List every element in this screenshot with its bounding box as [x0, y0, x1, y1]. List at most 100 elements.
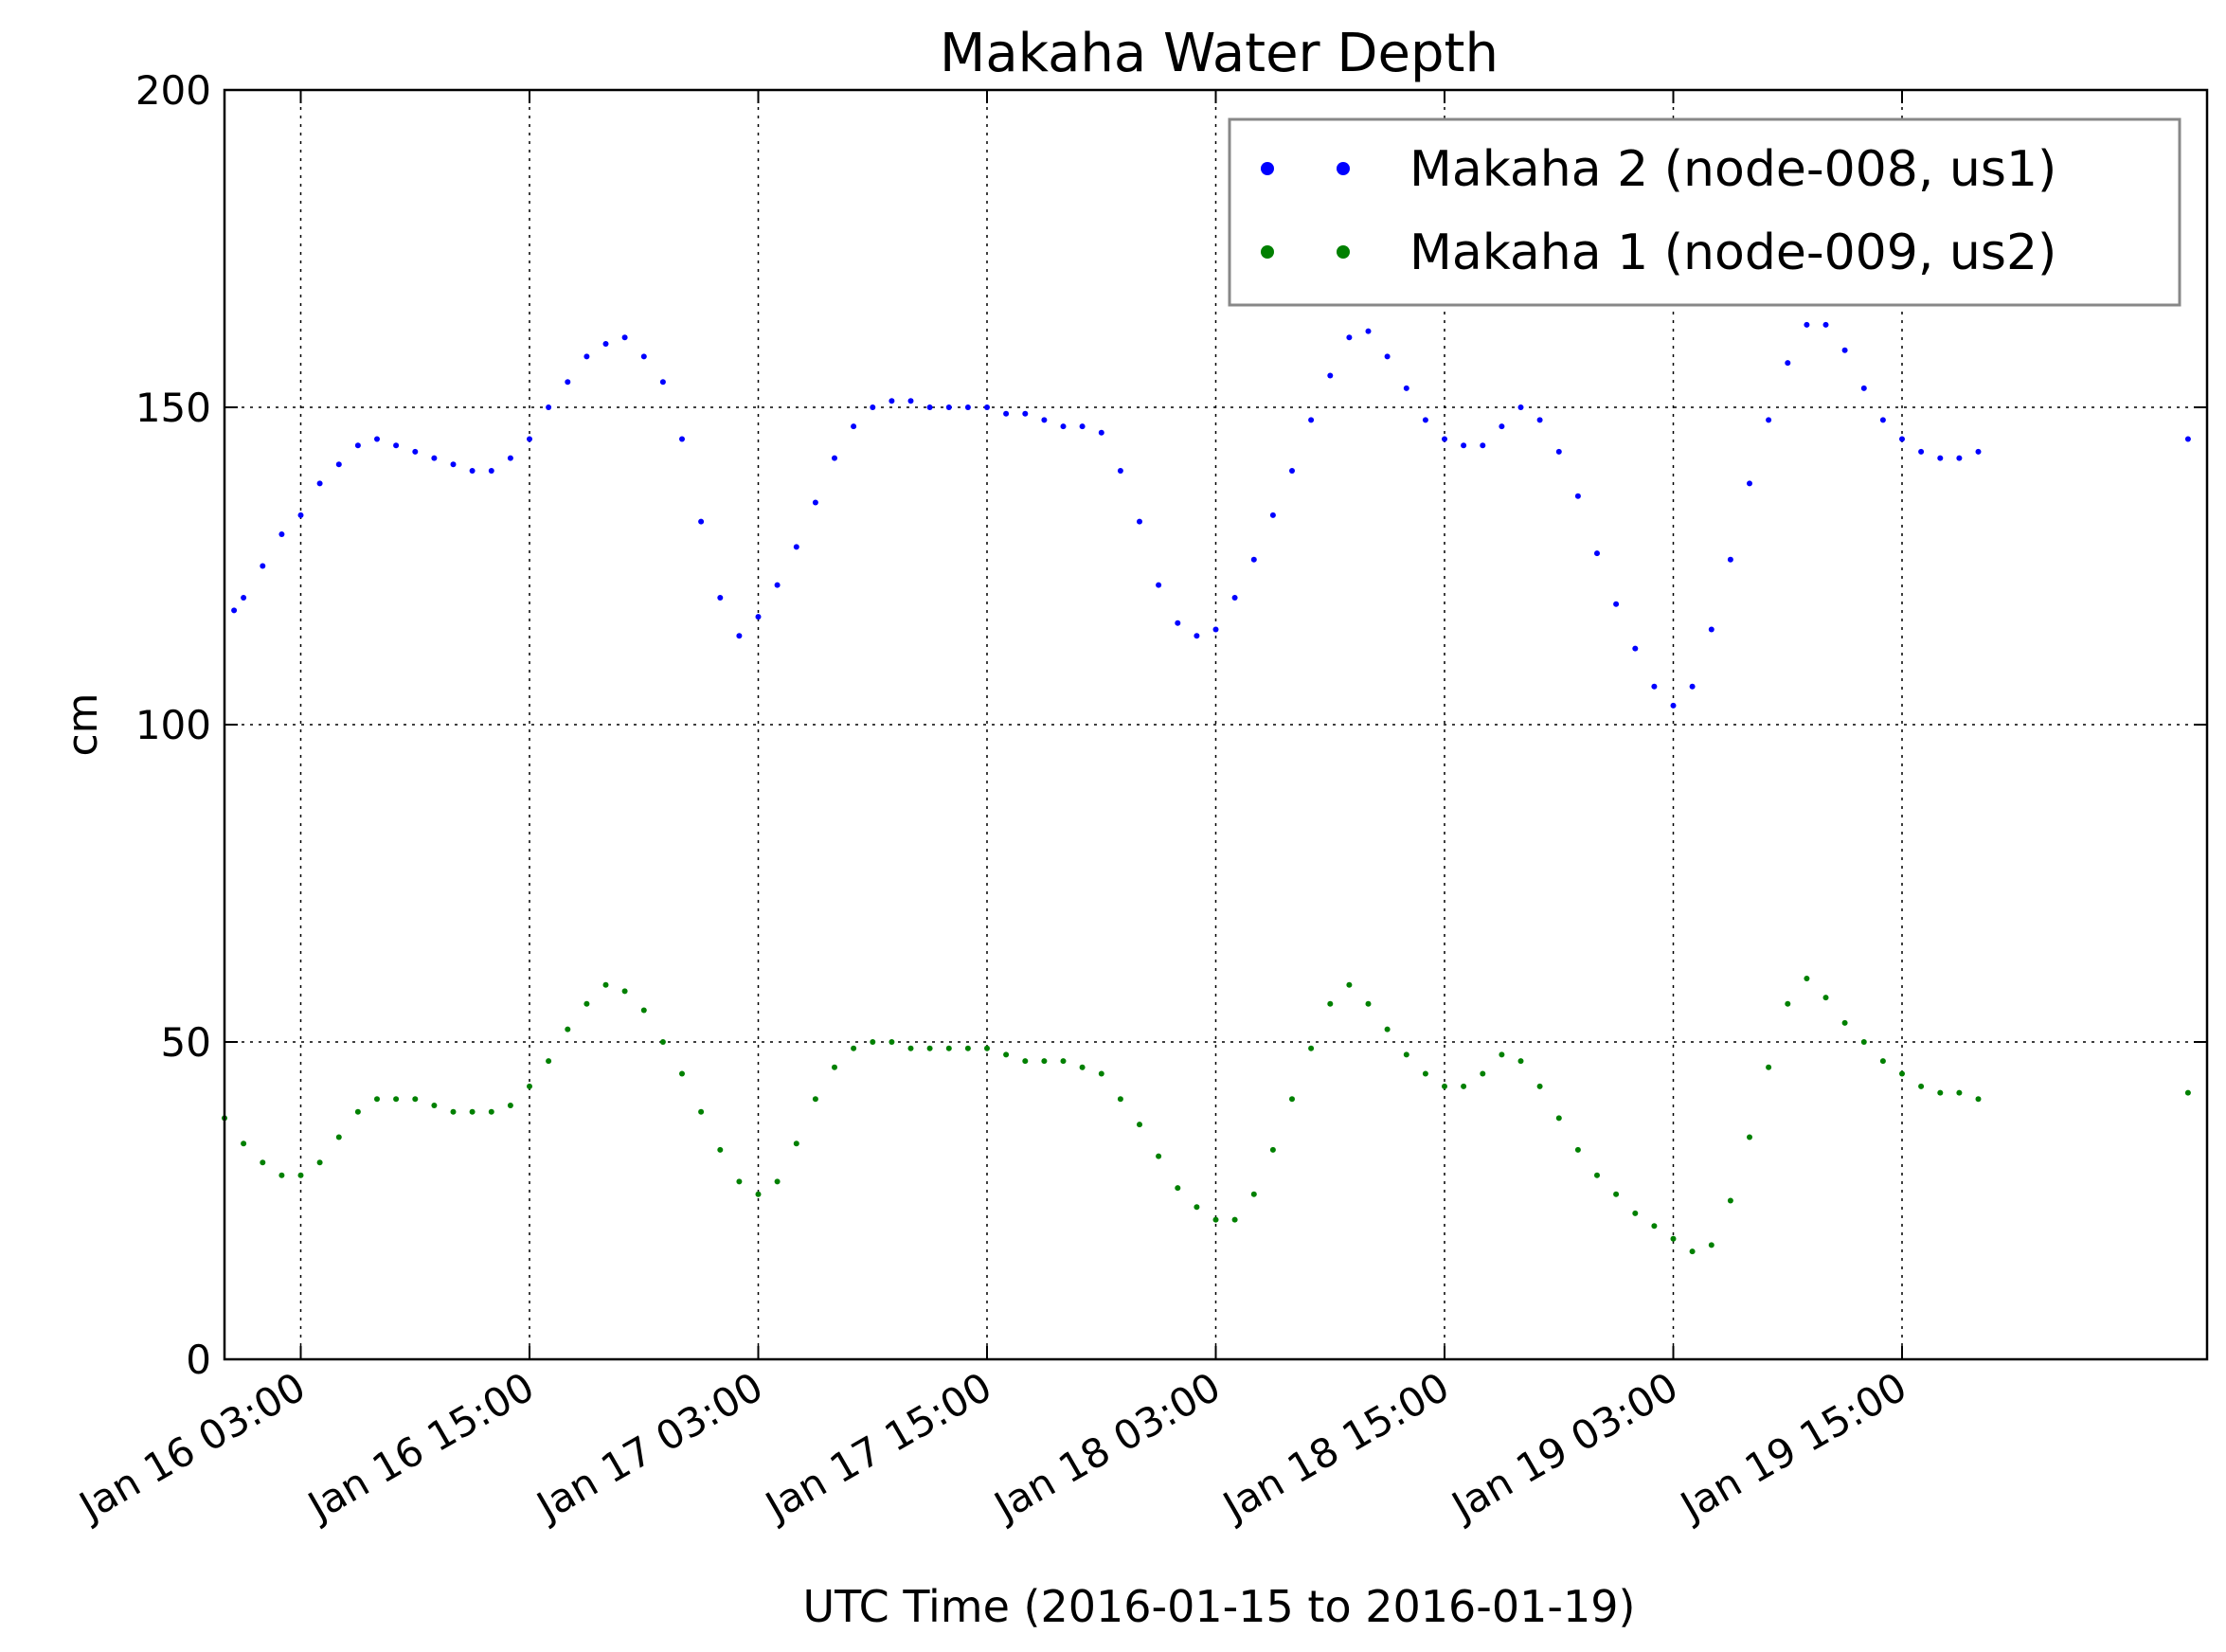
data-point — [1308, 417, 1315, 423]
data-point — [1860, 385, 1867, 391]
data-point — [1975, 448, 1982, 455]
x-tick-label: Jan 17 15:00 — [756, 1363, 999, 1531]
y-axis-label: cm — [59, 692, 107, 756]
data-point — [374, 1096, 380, 1103]
data-point — [260, 563, 266, 569]
data-point — [1194, 1204, 1200, 1211]
data-point — [1022, 410, 1029, 417]
data-point — [1365, 328, 1372, 334]
data-point — [1613, 1191, 1620, 1197]
data-point — [1574, 1146, 1581, 1153]
data-point — [1937, 455, 1944, 461]
data-point — [1003, 410, 1010, 417]
data-point — [1956, 455, 1963, 461]
data-point — [565, 1026, 571, 1032]
data-point — [1156, 1153, 1162, 1159]
data-point — [621, 334, 628, 341]
data-point — [851, 423, 857, 430]
data-point — [1785, 1000, 1791, 1007]
data-point — [1137, 1122, 1142, 1128]
data-point — [565, 379, 571, 386]
data-point — [1194, 633, 1200, 639]
legend-box — [1228, 117, 2181, 307]
y-tick-label: 200 — [135, 67, 211, 114]
data-point — [1079, 423, 1086, 430]
data-point — [1327, 1000, 1334, 1007]
data-point — [1098, 429, 1104, 436]
data-point — [793, 544, 799, 550]
data-point — [1117, 1096, 1123, 1103]
data-point — [1747, 1134, 1752, 1140]
data-point — [1956, 1089, 1963, 1096]
data-point — [717, 1146, 724, 1153]
data-points — [222, 321, 2191, 1255]
grid-lines — [224, 90, 2207, 1359]
y-tick-label: 150 — [135, 385, 211, 431]
data-point — [260, 1159, 266, 1166]
chart-title: Makaha Water Depth — [940, 23, 1499, 84]
data-point — [1651, 683, 1658, 690]
data-point — [1899, 436, 1905, 442]
data-point — [1766, 1064, 1772, 1070]
data-point — [431, 455, 438, 461]
data-point — [1003, 1051, 1010, 1058]
data-point — [469, 468, 476, 474]
data-point — [1632, 1210, 1639, 1216]
x-tick-label: Jan 18 15:00 — [1213, 1363, 1457, 1531]
legend: Makaha 2 (node-008, us1) Makaha 1 (node-… — [1228, 117, 2181, 307]
data-point — [1670, 702, 1677, 709]
data-point — [1517, 404, 1524, 410]
data-point — [1804, 321, 1810, 328]
data-point — [1461, 442, 1467, 449]
data-point — [546, 1058, 552, 1065]
data-point — [297, 1172, 304, 1178]
data-point — [1937, 1089, 1944, 1096]
data-point — [393, 442, 400, 449]
data-point — [1594, 1172, 1600, 1178]
data-point — [1231, 595, 1238, 601]
data-point — [1269, 512, 1276, 518]
data-point — [1480, 442, 1486, 449]
legend-marker — [1261, 245, 1274, 259]
data-point — [1212, 1216, 1219, 1223]
data-point — [1747, 480, 1752, 487]
data-point — [717, 595, 724, 601]
data-point — [354, 442, 361, 449]
data-point — [412, 1096, 419, 1103]
data-point — [1822, 995, 1829, 1001]
data-point — [374, 436, 380, 442]
data-point — [812, 499, 818, 506]
data-point — [1060, 1058, 1067, 1065]
data-point — [926, 1045, 933, 1051]
data-point — [698, 518, 705, 525]
y-axis-tick-labels: 0 50 100 150 200 — [135, 67, 211, 1383]
data-point — [1384, 353, 1391, 360]
data-point — [488, 1108, 494, 1115]
data-point — [1461, 1083, 1467, 1089]
data-point — [1156, 582, 1162, 588]
data-point — [774, 1178, 781, 1185]
data-point — [1727, 556, 1733, 563]
data-point — [1327, 372, 1334, 379]
data-point — [1403, 385, 1409, 391]
x-tick-label: Jan 19 15:00 — [1671, 1363, 1914, 1531]
legend-marker — [1337, 162, 1350, 175]
data-point — [679, 436, 685, 442]
data-point — [278, 531, 285, 537]
data-point — [1574, 493, 1581, 499]
data-point — [907, 1045, 914, 1051]
data-point — [945, 1045, 952, 1051]
data-point — [1480, 1070, 1486, 1077]
data-point — [602, 341, 609, 347]
data-point — [1499, 1051, 1505, 1058]
data-point — [1708, 626, 1714, 633]
data-point — [2184, 436, 2191, 442]
data-point — [736, 1178, 743, 1185]
y-tick-label: 50 — [161, 1019, 211, 1066]
data-point — [1250, 556, 1257, 563]
x-tick-label: Jan 17 03:00 — [527, 1363, 770, 1531]
data-point — [1308, 1045, 1315, 1051]
data-point — [488, 468, 494, 474]
